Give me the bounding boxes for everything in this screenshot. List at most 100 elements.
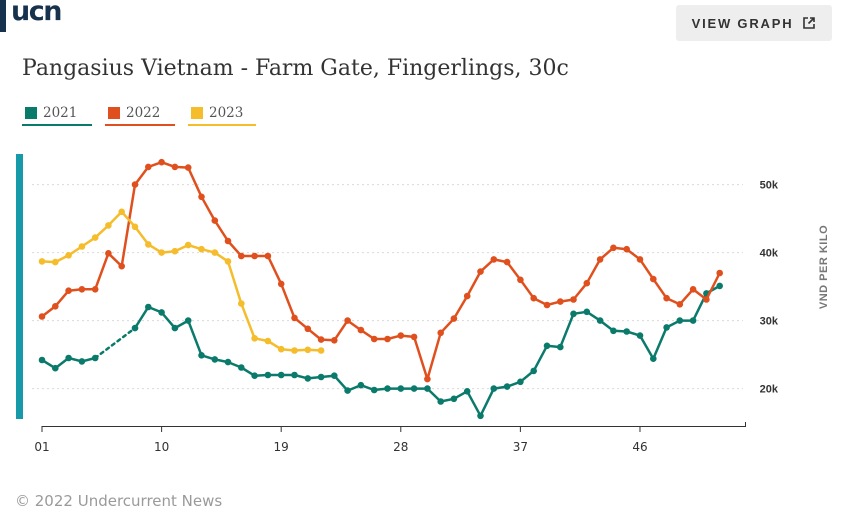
- data-point: [410, 333, 418, 341]
- legend-swatch-2021: [25, 107, 37, 119]
- data-point: [331, 337, 338, 344]
- data-point: [570, 310, 577, 318]
- data-point: [650, 275, 657, 283]
- data-point: [663, 294, 670, 302]
- data-point: [224, 358, 232, 366]
- view-graph-label: VIEW GRAPH: [691, 15, 794, 31]
- data-point: [251, 335, 258, 342]
- data-point: [689, 286, 697, 293]
- series-2022: [38, 158, 723, 383]
- series-2021: [38, 282, 723, 420]
- data-point: [184, 164, 192, 171]
- data-point: [52, 303, 59, 310]
- data-point: [198, 245, 205, 253]
- data-point: [317, 373, 325, 381]
- data-point: [570, 296, 577, 303]
- data-point: [211, 249, 219, 256]
- data-point: [171, 324, 179, 332]
- legend-label-2023: 2023: [209, 105, 244, 121]
- data-point: [105, 222, 112, 229]
- data-point: [65, 287, 72, 295]
- data-point: [52, 364, 59, 372]
- data-point: [38, 313, 46, 320]
- data-point: [158, 249, 165, 256]
- copyright-footer: © 2022 Undercurrent News: [15, 492, 223, 510]
- legend-label-2022: 2022: [126, 105, 161, 121]
- data-point: [38, 356, 46, 364]
- data-point: [78, 286, 86, 293]
- data-point: [118, 262, 125, 270]
- data-point: [477, 412, 484, 420]
- y-axis-title: VND PER KILO: [818, 225, 830, 309]
- data-point: [158, 158, 165, 166]
- view-graph-button[interactable]: VIEW GRAPH: [676, 5, 832, 41]
- data-point: [91, 234, 99, 241]
- data-point: [463, 292, 471, 300]
- data-point: [503, 383, 511, 390]
- data-point: [397, 332, 405, 339]
- data-point: [477, 268, 484, 275]
- legend: 2021 2022 2023: [22, 104, 269, 126]
- series-2022-line: [40, 160, 721, 381]
- legend-item-2023[interactable]: 2023: [188, 104, 256, 126]
- data-point: [650, 355, 657, 363]
- data-point: [78, 358, 86, 365]
- data-point: [357, 326, 365, 334]
- data-point: [530, 367, 537, 375]
- legend-item-2021[interactable]: 2021: [22, 104, 92, 126]
- data-point: [543, 301, 551, 309]
- series-2023-line: [40, 210, 323, 352]
- logo-text: ucn: [11, 0, 62, 27]
- data-point: [370, 335, 378, 343]
- ucn-logo[interactable]: ucn: [0, 0, 62, 32]
- data-point: [703, 296, 710, 303]
- data-point: [264, 371, 272, 379]
- x-tick-label: 28: [393, 440, 408, 454]
- data-point: [636, 256, 644, 263]
- data-point: [65, 354, 72, 362]
- data-point: [716, 269, 723, 277]
- data-point: [344, 317, 351, 324]
- data-point: [211, 356, 219, 363]
- data-point: [317, 336, 325, 343]
- x-tick-label: 46: [632, 440, 647, 454]
- data-point: [131, 181, 139, 188]
- data-point: [437, 329, 445, 337]
- x-tick-label: 37: [513, 440, 528, 454]
- data-point: [291, 314, 298, 322]
- series-2021-line: [133, 284, 721, 418]
- data-point: [145, 303, 152, 311]
- data-point: [291, 347, 298, 354]
- data-point: [304, 346, 312, 354]
- data-point: [224, 258, 232, 265]
- data-point: [131, 223, 139, 231]
- data-point: [636, 332, 644, 339]
- data-point: [530, 294, 537, 302]
- y-tick-label: 20k: [760, 384, 779, 396]
- data-point: [437, 398, 445, 405]
- data-point: [623, 245, 630, 253]
- data-point: [331, 372, 338, 380]
- data-point: [224, 237, 232, 245]
- data-point: [291, 371, 298, 379]
- x-tick-label: 19: [274, 440, 289, 454]
- legend-item-2022[interactable]: 2022: [105, 104, 175, 126]
- data-point: [198, 193, 205, 201]
- data-point: [145, 163, 152, 171]
- data-point: [543, 342, 551, 350]
- data-point: [610, 327, 617, 335]
- data-point: [357, 381, 365, 389]
- data-point: [65, 252, 72, 259]
- data-point: [583, 308, 591, 316]
- data-point: [264, 252, 272, 260]
- data-point: [450, 395, 458, 403]
- data-point: [145, 241, 152, 248]
- data-point: [277, 280, 285, 288]
- data-point: [184, 241, 192, 249]
- data-point: [596, 317, 604, 324]
- data-point: [503, 258, 511, 266]
- logo-bar: [0, 0, 6, 32]
- data-point: [304, 375, 312, 382]
- data-point: [211, 217, 219, 224]
